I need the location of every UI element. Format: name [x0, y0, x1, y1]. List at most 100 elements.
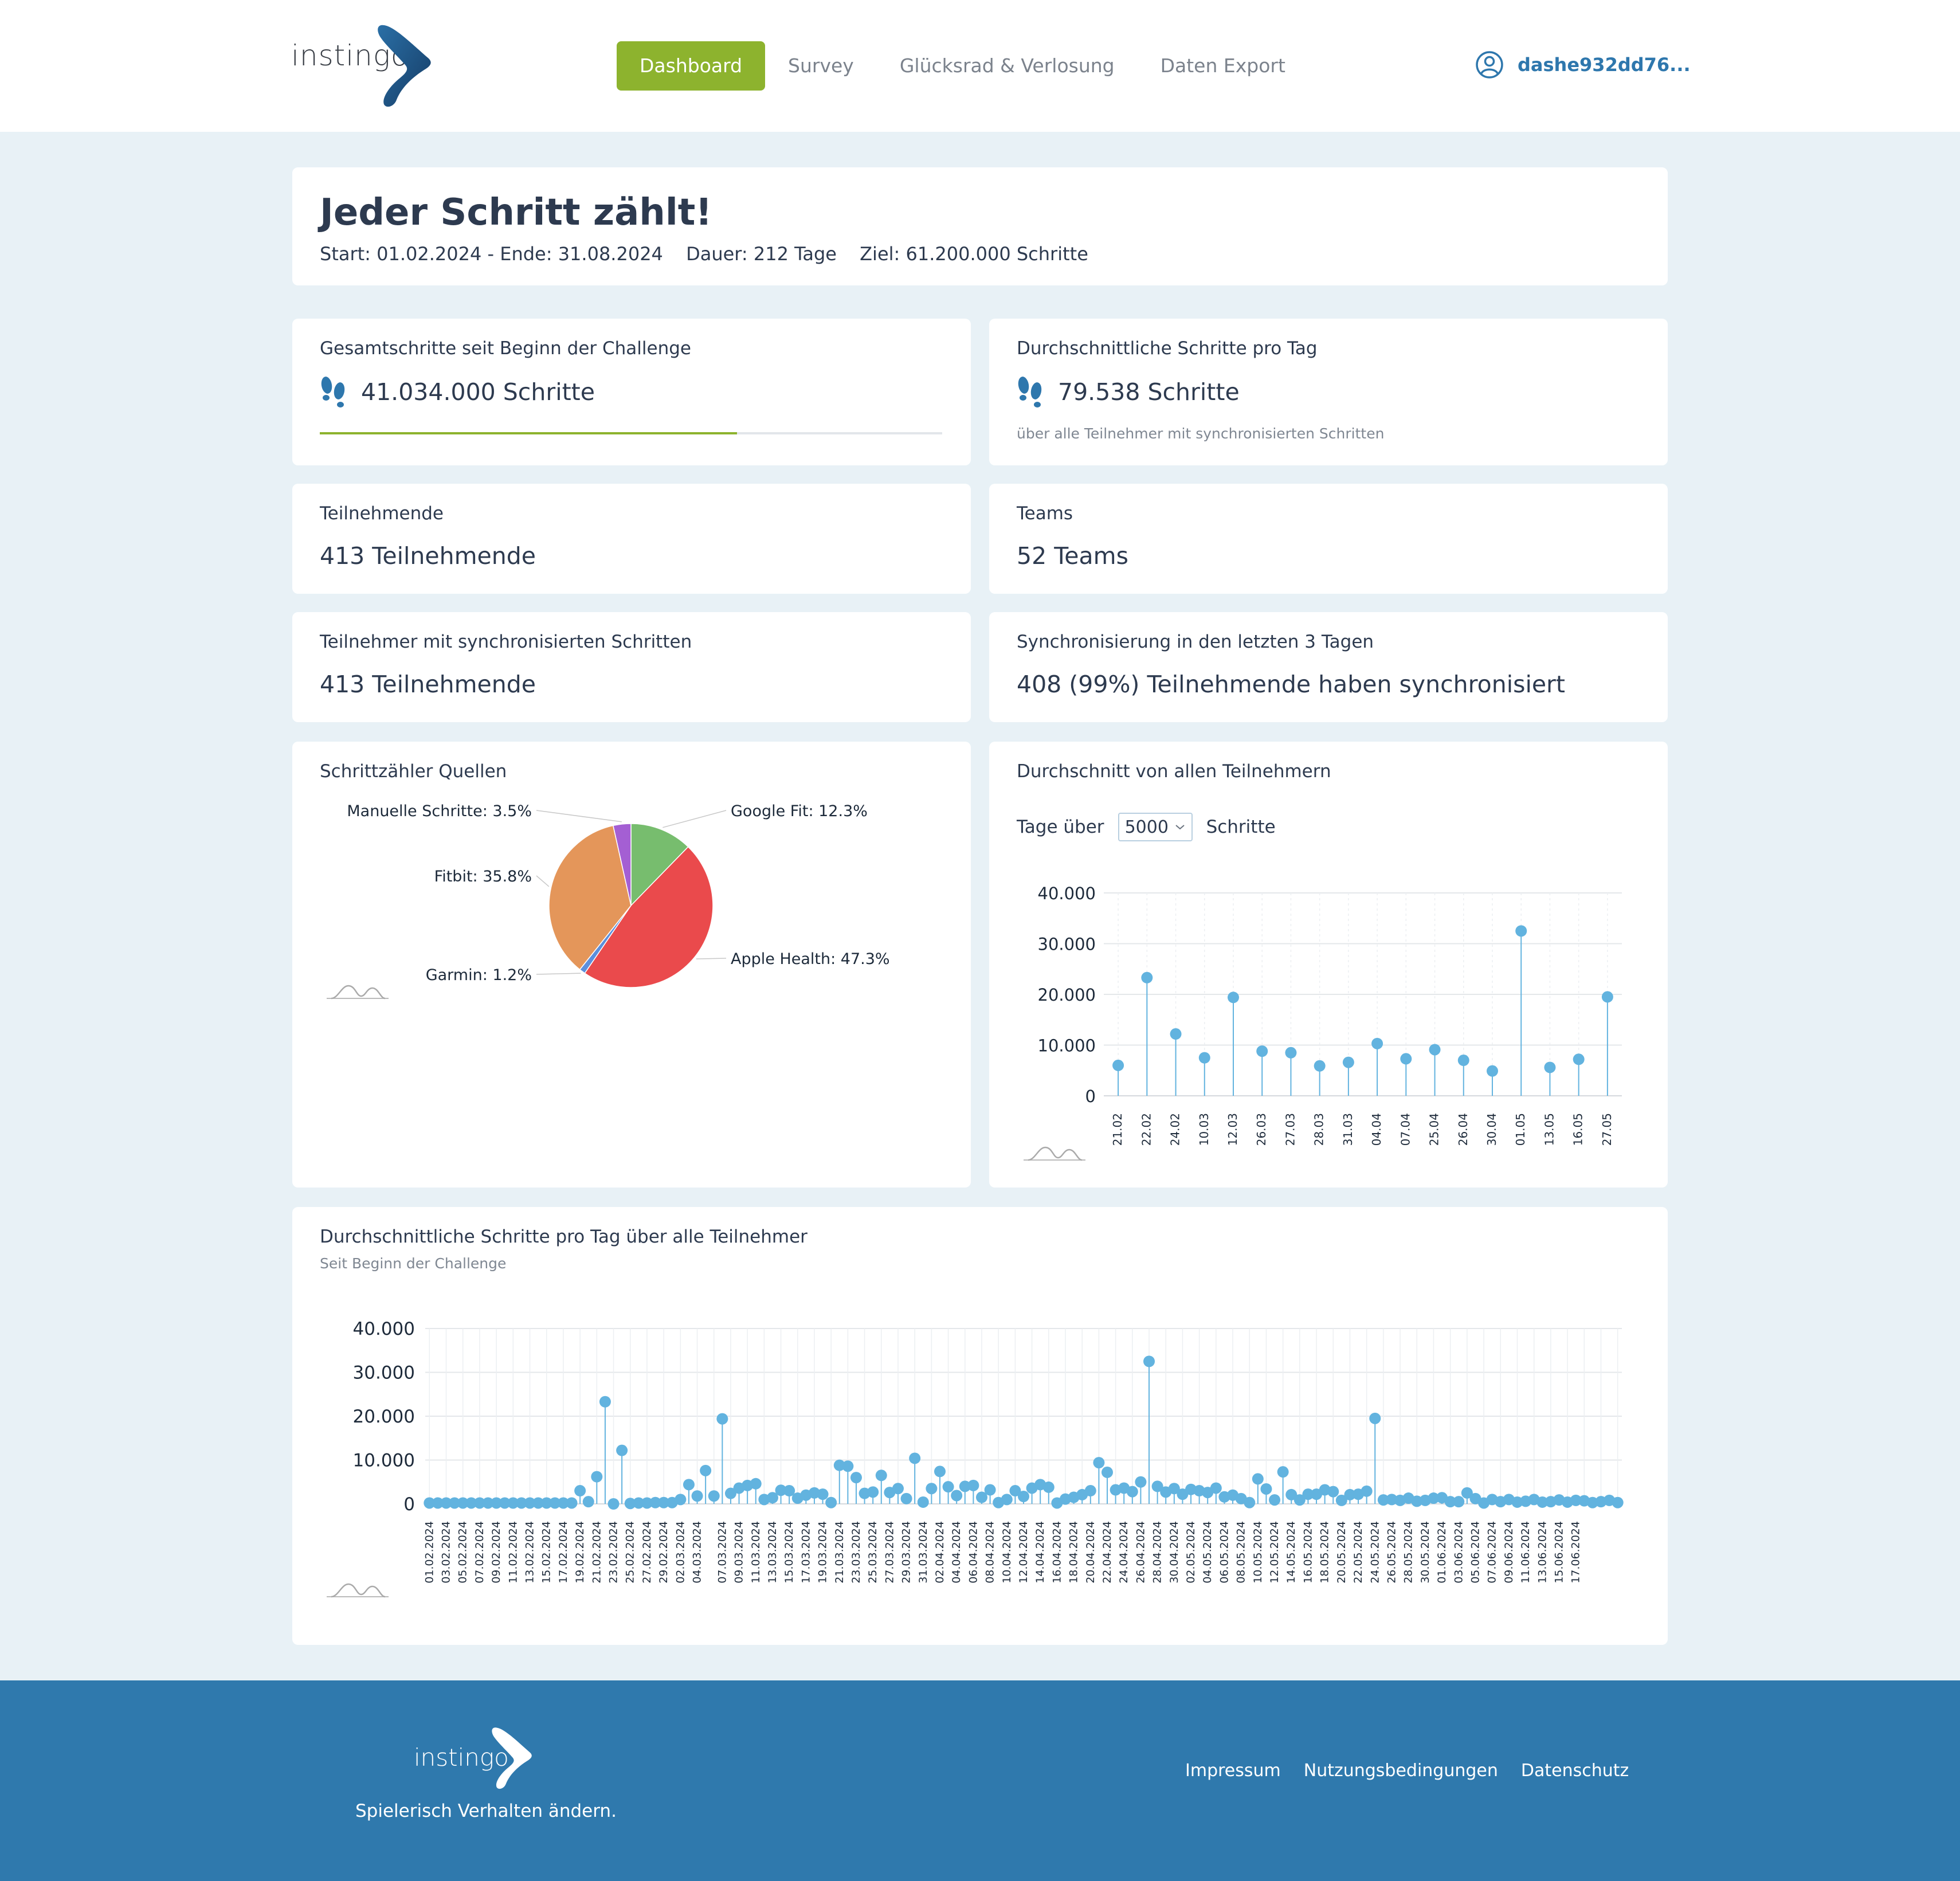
data-point[interactable] — [491, 1497, 503, 1509]
data-point[interactable] — [1429, 1044, 1441, 1056]
data-point[interactable] — [917, 1496, 929, 1508]
data-point[interactable] — [1277, 1466, 1289, 1478]
data-point[interactable] — [1141, 971, 1153, 983]
data-point[interactable] — [842, 1460, 854, 1472]
data-point[interactable] — [658, 1496, 670, 1508]
data-point[interactable] — [1444, 1496, 1456, 1508]
data-point[interactable] — [424, 1497, 436, 1509]
data-point[interactable] — [1018, 1490, 1029, 1502]
data-point[interactable] — [1285, 1488, 1297, 1500]
data-point[interactable] — [951, 1490, 963, 1502]
data-point[interactable] — [574, 1485, 586, 1497]
data-point[interactable] — [1210, 1482, 1222, 1494]
data-point[interactable] — [1335, 1494, 1347, 1506]
data-point[interactable] — [892, 1483, 904, 1495]
data-point[interactable] — [1544, 1061, 1556, 1073]
data-point[interactable] — [1570, 1494, 1582, 1506]
data-point[interactable] — [909, 1452, 921, 1464]
data-point[interactable] — [1461, 1487, 1473, 1499]
data-point[interactable] — [850, 1472, 862, 1484]
data-point[interactable] — [499, 1497, 511, 1509]
data-point[interactable] — [1244, 1496, 1256, 1508]
pie-slice-fitbit[interactable] — [548, 825, 632, 970]
nav-dashboard[interactable]: Dashboard — [617, 41, 766, 91]
data-point[interactable] — [1170, 1028, 1182, 1040]
nav-survey[interactable]: Survey — [788, 54, 854, 77]
user-menu[interactable]: dashe932dd76... — [1475, 50, 1691, 79]
data-point[interactable] — [624, 1498, 636, 1510]
data-point[interactable] — [482, 1497, 494, 1509]
data-point[interactable] — [975, 1491, 987, 1503]
data-point[interactable] — [1093, 1457, 1105, 1469]
data-point[interactable] — [641, 1497, 653, 1509]
data-point[interactable] — [1009, 1485, 1021, 1497]
data-point[interactable] — [1327, 1486, 1339, 1498]
data-point[interactable] — [1342, 1056, 1354, 1068]
data-point[interactable] — [1001, 1494, 1013, 1506]
data-point[interactable] — [449, 1497, 461, 1509]
data-point[interactable] — [457, 1497, 469, 1509]
data-point[interactable] — [1256, 1045, 1268, 1057]
data-point[interactable] — [1151, 1480, 1163, 1492]
footer-link-datenschutz[interactable]: Datenschutz — [1520, 1761, 1629, 1781]
data-point[interactable] — [817, 1488, 829, 1500]
data-point[interactable] — [775, 1484, 787, 1496]
data-point[interactable] — [549, 1497, 561, 1509]
data-point[interactable] — [1386, 1494, 1398, 1506]
pie-slice-google-fit[interactable] — [630, 823, 689, 907]
data-point[interactable] — [1260, 1483, 1272, 1495]
data-point[interactable] — [708, 1490, 720, 1502]
footer-link-impressum[interactable]: Impressum — [1185, 1761, 1281, 1781]
data-point[interactable] — [1168, 1483, 1180, 1495]
nav-daten-export[interactable]: Daten Export — [1160, 54, 1285, 77]
data-point[interactable] — [582, 1496, 594, 1508]
data-point[interactable] — [750, 1478, 762, 1490]
data-point[interactable] — [1411, 1495, 1423, 1507]
footer-link-nutzungsbedingungen[interactable]: Nutzungsbedingungen — [1303, 1761, 1498, 1781]
data-point[interactable] — [1428, 1492, 1440, 1504]
data-point[interactable] — [432, 1497, 444, 1509]
data-point[interactable] — [1515, 925, 1527, 937]
data-point[interactable] — [1143, 1355, 1155, 1367]
data-point[interactable] — [766, 1492, 778, 1504]
threshold-select[interactable]: 5000 — [1118, 813, 1193, 841]
instingo-logo[interactable]: instingo — [291, 21, 440, 110]
data-point[interactable] — [1126, 1486, 1138, 1498]
data-point[interactable] — [1042, 1481, 1055, 1493]
data-point[interactable] — [1101, 1466, 1114, 1478]
data-point[interactable] — [724, 1487, 736, 1499]
data-point[interactable] — [599, 1396, 611, 1408]
data-point[interactable] — [1252, 1473, 1264, 1485]
data-point[interactable] — [1377, 1494, 1389, 1506]
data-point[interactable] — [1369, 1412, 1381, 1424]
data-point[interactable] — [507, 1497, 519, 1509]
data-point[interactable] — [515, 1497, 527, 1509]
data-point[interactable] — [616, 1444, 628, 1456]
data-point[interactable] — [607, 1498, 620, 1510]
data-point[interactable] — [1573, 1053, 1585, 1065]
data-point[interactable] — [1269, 1494, 1281, 1506]
data-point[interactable] — [825, 1496, 837, 1508]
data-point[interactable] — [984, 1484, 996, 1496]
data-point[interactable] — [716, 1413, 728, 1425]
data-point[interactable] — [1453, 1496, 1465, 1508]
data-point[interactable] — [1536, 1496, 1549, 1508]
data-point[interactable] — [683, 1479, 695, 1491]
data-point[interactable] — [926, 1483, 938, 1495]
data-point[interactable] — [1228, 992, 1239, 1004]
footer-logo[interactable]: instingo — [413, 1721, 539, 1801]
data-point[interactable] — [1177, 1488, 1189, 1500]
nav-gluecksrad[interactable]: Glücksrad & Verlosung — [899, 54, 1115, 77]
data-point[interactable] — [959, 1480, 971, 1492]
data-point[interactable] — [867, 1486, 879, 1498]
data-point[interactable] — [934, 1465, 946, 1478]
pie-slice-apple-health[interactable] — [584, 846, 714, 988]
data-point[interactable] — [524, 1497, 536, 1509]
data-point[interactable] — [1511, 1496, 1523, 1508]
data-point[interactable] — [1293, 1494, 1306, 1506]
data-point[interactable] — [1314, 1060, 1326, 1072]
data-point[interactable] — [1344, 1488, 1356, 1500]
data-point[interactable] — [1302, 1488, 1314, 1500]
data-point[interactable] — [473, 1497, 485, 1509]
data-point[interactable] — [967, 1479, 979, 1491]
